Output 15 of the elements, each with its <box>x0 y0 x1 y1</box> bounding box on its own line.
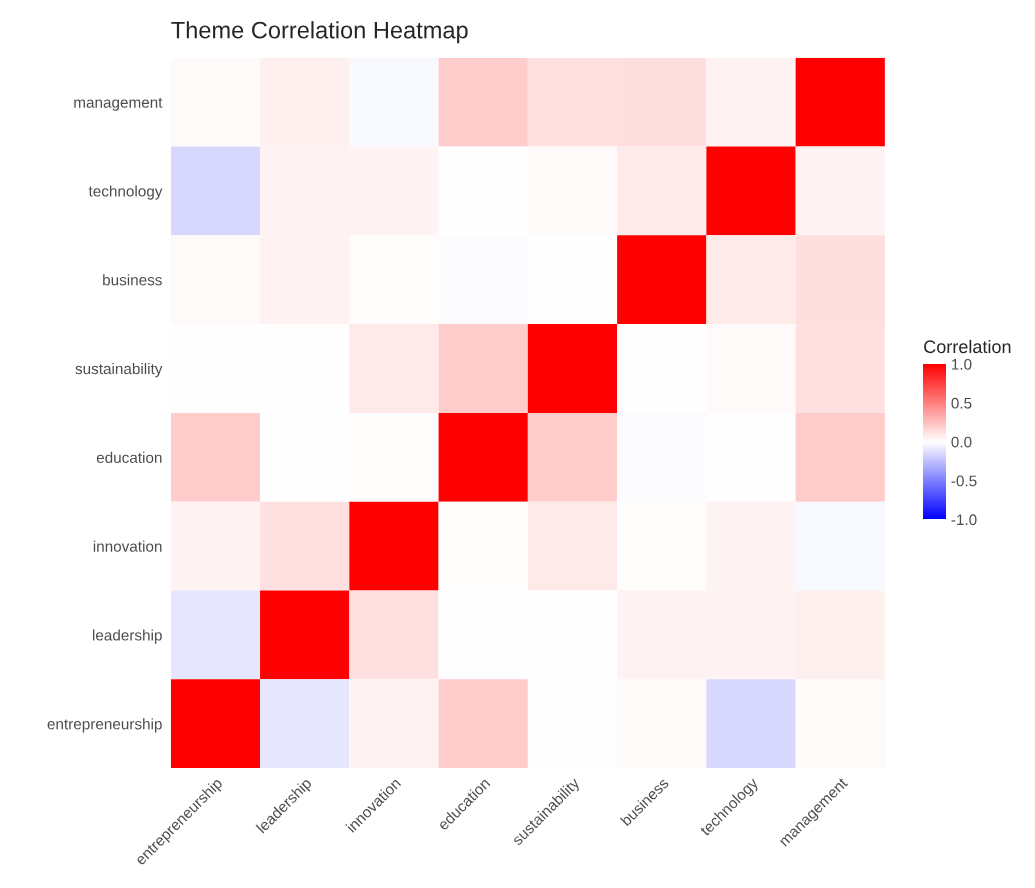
color-bar-label: 0.5 <box>951 397 972 409</box>
y-tick-label: entrepreneurship <box>47 718 162 733</box>
color-bar-label: 1.0 <box>952 358 972 370</box>
y-tick-label: leadership <box>92 629 162 644</box>
chart-title: Theme Correlation Heatmap <box>171 21 468 44</box>
y-tick-label: innovation <box>93 540 162 552</box>
y-tick-label: technology <box>88 185 163 200</box>
color-bar-label: -1.0 <box>951 514 977 526</box>
y-tick-label: sustainability <box>75 362 163 378</box>
y-tick-label: business <box>103 274 162 286</box>
y-tick-label: management <box>74 97 163 111</box>
color-bar-label: -0.5 <box>951 475 977 487</box>
color-bar-label: 0.0 <box>951 436 972 448</box>
y-tick-label: education <box>96 451 162 464</box>
color-bar-title: Correlation <box>924 339 1011 354</box>
